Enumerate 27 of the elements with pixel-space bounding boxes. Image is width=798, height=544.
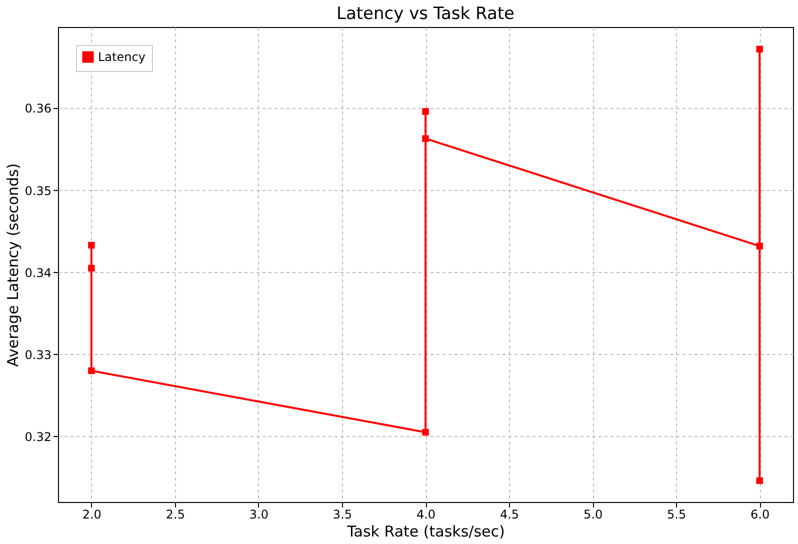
point bbox=[88, 242, 95, 249]
point bbox=[88, 264, 95, 272]
point bbox=[422, 135, 429, 142]
point bbox=[422, 108, 429, 115]
x-tick-label: 5.5 bbox=[667, 508, 686, 522]
x-tick-label: 2.5 bbox=[166, 508, 185, 522]
x-tick-label: 4.5 bbox=[500, 508, 520, 522]
x-tick-label: 5.0 bbox=[584, 508, 603, 522]
point bbox=[756, 242, 763, 250]
x-tick-label: 3.0 bbox=[249, 508, 268, 522]
y-axis-title: Average Latency (seconds) bbox=[4, 163, 22, 367]
point bbox=[422, 428, 429, 436]
legend-label: Latency bbox=[98, 50, 146, 64]
y-tick-label: 0.34 bbox=[24, 266, 52, 280]
y-tick-label: 0.36 bbox=[24, 102, 52, 116]
y-tick-label: 0.35 bbox=[24, 184, 52, 198]
point bbox=[756, 477, 763, 484]
y-tick-label: 0.32 bbox=[24, 430, 52, 444]
point bbox=[756, 46, 763, 53]
x-tick-label: 3.5 bbox=[332, 508, 352, 522]
x-tick-label: 4.0 bbox=[416, 508, 436, 522]
point bbox=[88, 367, 95, 374]
x-axis-title: Task Rate (tasks/sec) bbox=[346, 522, 505, 540]
chart-title: Latency vs Task Rate bbox=[336, 4, 514, 24]
x-tick-label: 6.0 bbox=[750, 508, 770, 522]
y-tick-label: 0.33 bbox=[24, 348, 52, 362]
x-tick-label: 2.0 bbox=[82, 508, 102, 522]
